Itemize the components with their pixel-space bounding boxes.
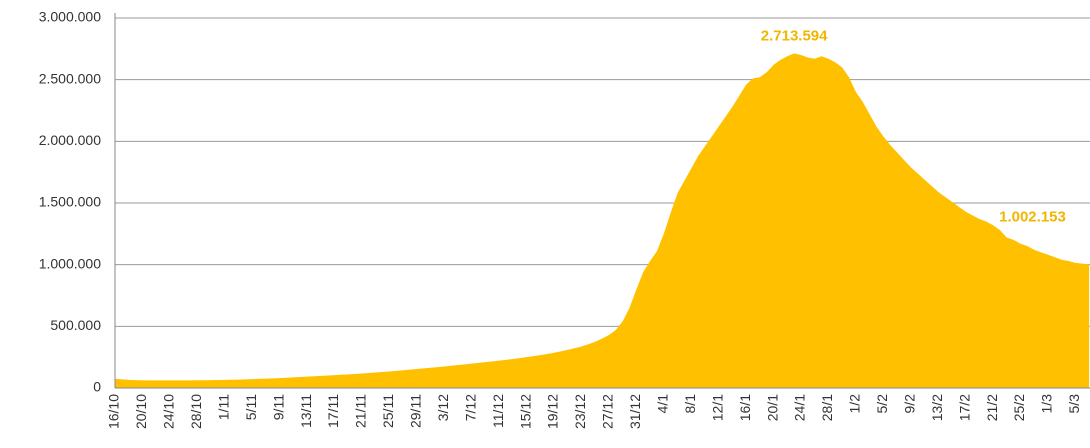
- x-tick-label: 5/11: [243, 394, 259, 420]
- x-tick-label: 1/11: [215, 394, 231, 420]
- value-label: 2.713.594: [761, 27, 828, 44]
- x-tick-label: 24/1: [792, 394, 808, 421]
- x-tick-label: 24/10: [161, 394, 177, 429]
- value-label: 1.002.153: [999, 208, 1066, 225]
- x-tick-label: 11/12: [490, 394, 506, 428]
- x-tick-label: 3/12: [435, 394, 451, 421]
- x-tick-label: 20/10: [133, 394, 149, 429]
- y-tick-label: 2.500.000: [39, 70, 101, 86]
- x-tick-label: 16/10: [106, 394, 122, 429]
- x-tick-label: 9/11: [270, 394, 286, 420]
- x-tick-label: 1/2: [847, 394, 863, 414]
- x-tick-label: 16/1: [737, 394, 753, 421]
- x-tick-label: 21/11: [353, 394, 369, 428]
- x-tick-label: 5/3: [1066, 394, 1082, 414]
- y-tick-label: 0: [93, 379, 101, 395]
- x-tick-label: 28/10: [188, 394, 204, 429]
- x-tick-label: 23/12: [572, 394, 588, 429]
- x-tick-label: 8/1: [682, 394, 698, 414]
- x-tick-label: 13/11: [298, 394, 314, 428]
- x-tick-label: 4/1: [655, 394, 671, 414]
- x-tick-label: 15/12: [517, 394, 533, 429]
- y-tick-label: 500.000: [50, 317, 101, 333]
- x-tick-label: 20/1: [764, 394, 780, 421]
- x-tick-label: 1/3: [1039, 394, 1055, 414]
- y-tick-label: 3.000.000: [39, 9, 101, 25]
- y-tick-label: 1.500.000: [39, 194, 101, 210]
- x-tick-label: 29/11: [408, 394, 424, 428]
- x-tick-label: 17/11: [325, 394, 341, 428]
- x-tick-label: 5/2: [874, 394, 890, 414]
- x-tick-label: 13/2: [929, 394, 945, 421]
- area: [115, 53, 1090, 388]
- x-tick-label: 31/12: [627, 394, 643, 429]
- y-tick-label: 2.000.000: [39, 132, 101, 148]
- x-tick-label: 25/2: [1011, 394, 1027, 421]
- x-tick-label: 28/1: [819, 394, 835, 421]
- x-tick-label: 7/12: [462, 394, 478, 421]
- x-tick-label: 17/2: [956, 394, 972, 421]
- y-tick-label: 1.000.000: [39, 255, 101, 271]
- x-tick-label: 21/2: [984, 394, 1000, 421]
- x-tick-label: 27/12: [600, 394, 616, 429]
- x-tick-label: 9/2: [901, 394, 917, 414]
- x-tick-label: 19/12: [545, 394, 561, 429]
- x-tick-label: 25/11: [380, 394, 396, 428]
- x-tick-label: 12/1: [709, 394, 725, 421]
